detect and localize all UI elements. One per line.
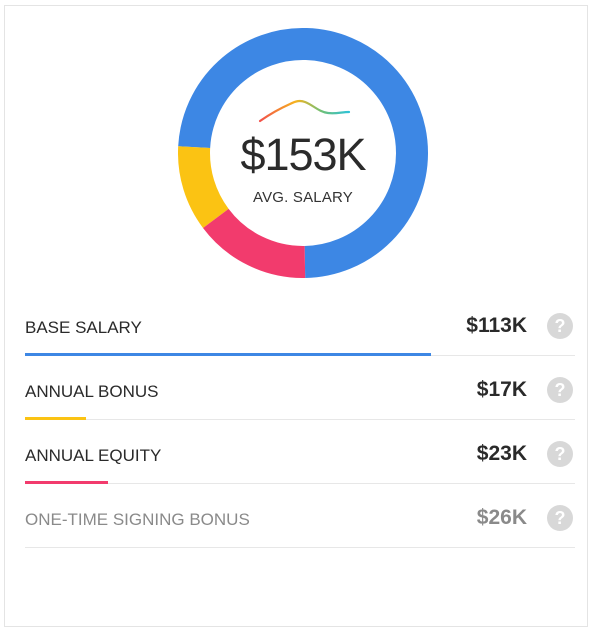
row-divider [25,419,575,420]
salary-card: $153K AVG. SALARY BASE SALARY $113K ? AN… [4,5,588,627]
row-amount: $26K [476,506,527,529]
row-label: ONE-TIME SIGNING BONUS [25,510,250,529]
list-item-base-salary: BASE SALARY $113K ? [25,292,575,356]
list-item-annual-equity: ANNUAL EQUITY $23K ? [25,420,575,484]
row-amount: $23K [476,442,527,465]
distribution-sparkline-icon [258,99,351,123]
salary-donut-chart: $153K AVG. SALARY [178,28,428,278]
help-icon[interactable]: ? [547,505,573,531]
donut-slice-base-salary [178,28,428,278]
compensation-breakdown-list: BASE SALARY $113K ? ANNUAL BONUS $17K ? … [25,292,575,548]
row-label: ANNUAL BONUS [25,382,159,401]
row-label: ANNUAL EQUITY [25,446,162,465]
donut-slice-annual-bonus [178,146,229,229]
avg-salary-label: AVG. SALARY [252,189,354,206]
row-divider [25,483,575,484]
row-proportion-bar [25,481,108,484]
row-divider [25,547,575,548]
help-icon[interactable]: ? [547,441,573,467]
list-item-annual-bonus: ANNUAL BONUS $17K ? [25,356,575,420]
donut-svg [178,28,428,278]
row-amount: $17K [476,378,527,401]
row-amount: $113K [466,314,527,337]
help-icon[interactable]: ? [547,313,573,339]
donut-slice-annual-equity [203,208,306,278]
row-proportion-bar [25,417,87,420]
help-icon[interactable]: ? [547,377,573,403]
list-item-signing-bonus: ONE-TIME SIGNING BONUS $26K ? [25,484,575,548]
row-label: BASE SALARY [25,318,142,337]
avg-salary-value: $153K [240,129,366,180]
row-proportion-bar [25,353,432,356]
